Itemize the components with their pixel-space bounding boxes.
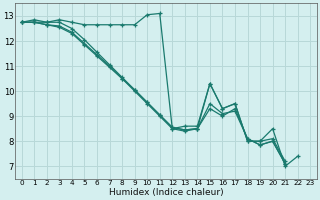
X-axis label: Humidex (Indice chaleur): Humidex (Indice chaleur)	[109, 188, 223, 197]
